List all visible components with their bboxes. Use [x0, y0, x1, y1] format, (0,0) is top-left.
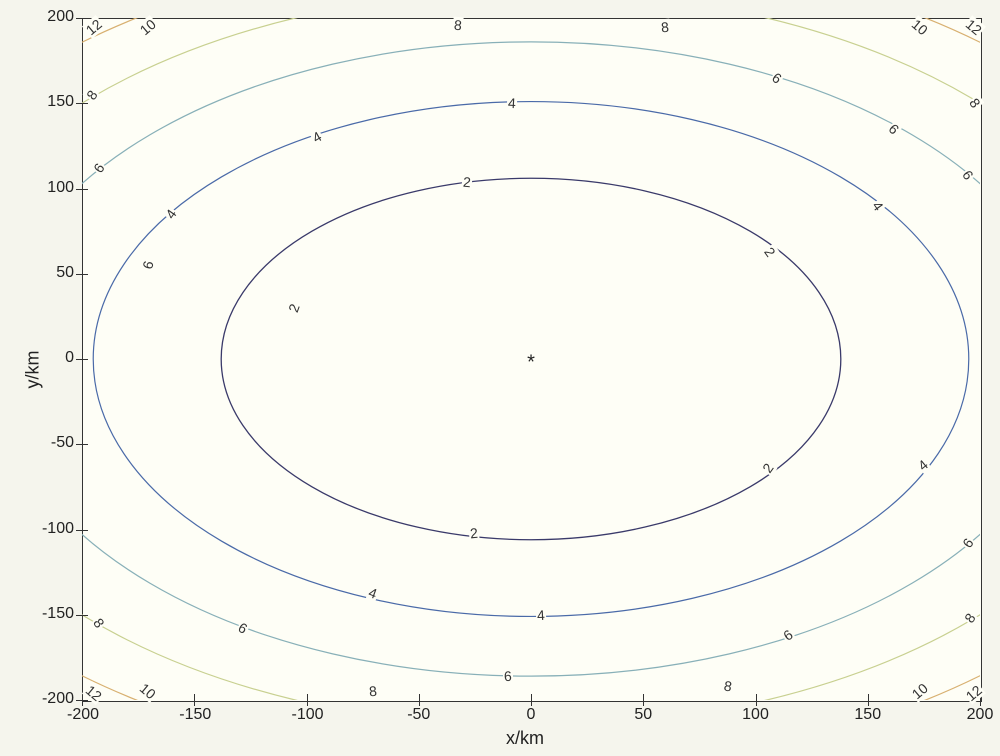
x-tick-label: 0	[516, 706, 546, 724]
y-tick	[82, 700, 88, 701]
x-tick-label: -100	[292, 706, 322, 724]
y-tick-label: -50	[51, 434, 74, 452]
y-tick	[82, 103, 88, 104]
x-tick-label: -200	[67, 706, 97, 724]
contour-label-6: 6	[502, 668, 512, 684]
y-tick	[82, 18, 88, 19]
x-tick	[756, 694, 757, 700]
x-axis-label: x/km	[506, 728, 544, 749]
contour-label-8: 8	[659, 18, 670, 35]
x-tick-label: 150	[853, 706, 883, 724]
y-axis-label: y/km	[23, 351, 44, 389]
x-tick-label: 50	[628, 706, 658, 724]
contour-label-4: 4	[536, 607, 547, 623]
y-tick-label: 50	[56, 264, 74, 282]
y-tick	[82, 189, 88, 190]
y-tick-label: -200	[42, 690, 74, 708]
y-tick	[82, 359, 88, 360]
x-tick	[531, 694, 532, 700]
y-tick-label: -150	[42, 605, 74, 623]
x-tick-label: -50	[404, 706, 434, 724]
center-marker: *	[527, 352, 535, 375]
x-tick-label: -150	[179, 706, 209, 724]
y-tick	[82, 444, 88, 445]
y-tick	[82, 615, 88, 616]
y-tick	[82, 274, 88, 275]
contour-label-8: 8	[452, 16, 463, 33]
x-tick-label: 200	[965, 706, 995, 724]
contour-label-2: 2	[468, 525, 479, 542]
x-tick	[643, 694, 644, 700]
x-tick	[307, 694, 308, 700]
x-tick	[194, 694, 195, 700]
x-tick	[419, 694, 420, 700]
y-tick-label: -100	[42, 520, 74, 538]
contour-label-2: 2	[461, 173, 472, 190]
y-tick	[82, 530, 88, 531]
contour-chart: -200 -150 -100 -50 0 50 100 150 200 -200 -150 -100 -…	[0, 0, 1000, 756]
y-tick-label: 150	[47, 93, 74, 111]
y-tick-label: 100	[47, 179, 74, 197]
contour-label-4: 4	[507, 95, 518, 111]
x-tick-label: 100	[741, 706, 771, 724]
y-tick-label: 0	[65, 349, 74, 367]
contour-label-8: 8	[367, 683, 378, 700]
y-tick-label: 200	[47, 8, 74, 26]
x-tick	[868, 694, 869, 700]
